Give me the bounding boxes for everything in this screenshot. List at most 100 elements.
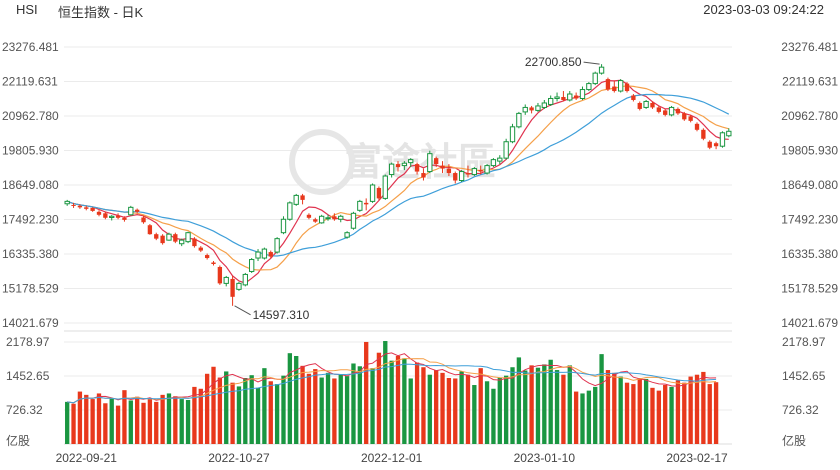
- volume-bar: [134, 396, 140, 444]
- volume-axis-label-right: 1452.65: [782, 369, 826, 383]
- candle-body-up: [598, 66, 605, 74]
- candle-body-down: [637, 102, 642, 109]
- candle-body-up: [726, 130, 732, 137]
- annotation-leader: [234, 305, 251, 316]
- candle-body-up: [280, 218, 287, 234]
- volume-bar: [77, 391, 83, 444]
- candle-body-up: [586, 83, 592, 91]
- volume-bar: [446, 377, 452, 444]
- candle-body-down: [306, 214, 312, 218]
- candle-body-up: [490, 159, 497, 167]
- volume-bar: [185, 399, 191, 444]
- candle-body-down: [688, 116, 693, 121]
- volume-bar: [154, 401, 159, 444]
- candle-body-down: [694, 123, 700, 130]
- volume-bar: [427, 374, 432, 444]
- candle-body-down: [217, 266, 223, 284]
- volume-bar: [440, 372, 445, 444]
- volume-bar: [300, 365, 305, 444]
- volume-axis-label-left: 1452.65: [6, 369, 50, 383]
- candle-body-up: [497, 157, 503, 162]
- volume-bar: [71, 403, 76, 444]
- candle-body-down: [154, 234, 159, 239]
- index-name-label: 恒生指数 - 日K: [58, 5, 144, 20]
- volume-bar: [408, 378, 413, 444]
- candle-body-up: [401, 162, 408, 167]
- volume-bar: [503, 375, 509, 444]
- volume-bar: [198, 388, 203, 444]
- volume-bar: [554, 370, 560, 444]
- volume-bar: [370, 368, 375, 444]
- volume-axis-label-right: 726.32: [782, 403, 819, 417]
- volume-bar: [523, 370, 528, 444]
- volume-bar: [281, 375, 286, 444]
- candle-body-up: [516, 112, 522, 128]
- volume-bar: [192, 386, 197, 444]
- volume-bar: [351, 363, 356, 444]
- volume-bar: [166, 393, 172, 444]
- candle-body-down: [529, 107, 534, 111]
- volume-bar: [147, 399, 153, 444]
- annotation-label: 22700.850: [525, 55, 582, 69]
- candle-body-down: [656, 107, 662, 112]
- candle-body-up: [548, 97, 554, 105]
- volume-bar: [84, 394, 89, 444]
- candle-body-up: [382, 175, 388, 199]
- price-axis-label-left: 15178.529: [2, 282, 59, 296]
- volume-bar: [332, 378, 337, 444]
- candle-body-down: [268, 252, 273, 257]
- candle-body-up: [592, 72, 598, 85]
- candle-body-down: [707, 141, 712, 148]
- candle-body-up: [579, 89, 586, 99]
- candle-body-up: [719, 132, 726, 147]
- candle-body-up: [458, 171, 465, 181]
- volume-bar: [707, 384, 712, 444]
- volume-bar: [453, 378, 458, 444]
- volume-bar: [103, 403, 108, 444]
- watermark-text: 富途社區: [344, 141, 496, 184]
- volume-bar: [713, 382, 719, 444]
- volume-bar: [421, 367, 426, 444]
- volume-bar: [224, 371, 229, 444]
- candle-body-up: [541, 102, 547, 108]
- candle-body-down: [663, 110, 668, 115]
- candle-body-up: [522, 106, 528, 113]
- volume-axis-label-right: 2178.97: [782, 335, 826, 349]
- volume-bar: [268, 381, 273, 444]
- volume-bar: [306, 373, 312, 444]
- volume-axis-label-left: 726.32: [6, 403, 43, 417]
- volume-bar: [637, 377, 642, 444]
- candle-body-up: [318, 215, 325, 224]
- volume-bar: [204, 373, 210, 444]
- candle-body-down: [561, 96, 566, 100]
- volume-bar: [593, 386, 598, 444]
- candle-body-up: [325, 217, 331, 220]
- price-axis-label-left: 20962.780: [2, 109, 59, 123]
- price-axis-label-right: 20962.780: [781, 109, 838, 123]
- volume-bar: [236, 386, 242, 444]
- volume-bar: [586, 390, 592, 444]
- candle-body-down: [313, 219, 318, 222]
- candle-body-up: [274, 238, 280, 253]
- volume-bar: [414, 362, 420, 444]
- volume-bar: [675, 380, 681, 444]
- volume-bar: [230, 382, 235, 444]
- symbol-label: HSI: [16, 2, 38, 17]
- volume-bar: [389, 360, 394, 444]
- volume-bar: [287, 353, 293, 444]
- candle-body-down: [230, 278, 235, 297]
- x-tick-label: 2023-01-10: [514, 451, 576, 465]
- volume-bar: [402, 358, 407, 444]
- candle-body-up: [287, 202, 293, 220]
- volume-bar: [682, 382, 687, 444]
- volume-bar: [179, 399, 184, 444]
- candle-body-down: [675, 108, 681, 114]
- candle-body-down: [478, 170, 483, 172]
- price-axis-label-left: 23276.481: [2, 40, 59, 54]
- candle-body-up: [261, 248, 268, 259]
- candle-body-down: [90, 207, 95, 211]
- volume-bar: [249, 375, 254, 444]
- candle-body-up: [109, 215, 115, 218]
- candle-body-down: [141, 217, 146, 223]
- candle-body-down: [364, 202, 369, 205]
